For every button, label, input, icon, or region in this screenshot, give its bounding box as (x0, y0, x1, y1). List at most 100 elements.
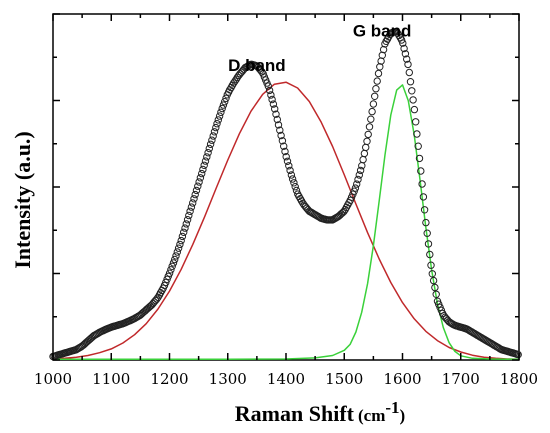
data-point (355, 171, 363, 179)
data-point (277, 131, 285, 140)
data-point (363, 137, 371, 146)
data-point (190, 195, 198, 203)
data-point (153, 295, 161, 303)
x-tick-label: 1100 (92, 370, 130, 388)
data-point (286, 166, 294, 175)
data-point (206, 140, 215, 149)
data-point (285, 162, 293, 170)
data-point (413, 130, 421, 138)
data-point (231, 77, 239, 85)
x-tick-label: 1400 (267, 370, 305, 388)
data-point (429, 276, 438, 285)
x-tick-label: 1000 (34, 370, 72, 388)
data-point (404, 60, 412, 69)
data-point (269, 100, 278, 108)
data-point (408, 87, 416, 95)
data-point (201, 157, 210, 165)
data-point (278, 137, 287, 145)
data-point (372, 85, 380, 93)
data-point (422, 218, 430, 227)
data-point (176, 240, 184, 249)
data-point (290, 179, 298, 187)
data-point (369, 100, 378, 108)
data-point (192, 186, 201, 195)
data-point (418, 180, 426, 188)
data-point (191, 190, 199, 199)
data-point (169, 259, 178, 267)
data-point (218, 104, 226, 113)
data-point (146, 302, 155, 310)
data-point (177, 236, 185, 245)
data-point (280, 142, 288, 150)
data-point (365, 123, 374, 131)
data-point (180, 228, 188, 237)
data-point (230, 79, 238, 87)
data-point (431, 283, 439, 292)
data-point (392, 27, 401, 36)
data-point (281, 147, 289, 156)
data-point (200, 161, 208, 170)
data-point (283, 157, 292, 166)
x-tick-label: 1200 (150, 370, 188, 388)
data-point (420, 206, 429, 214)
data-point (213, 120, 221, 128)
data-point (409, 96, 417, 104)
data-point (354, 175, 362, 184)
data-point (171, 255, 179, 264)
data-point (268, 95, 276, 104)
data-point (403, 55, 411, 63)
data-point (287, 171, 296, 179)
data-point (364, 130, 372, 139)
data-point (400, 44, 408, 53)
data-point (368, 107, 376, 116)
data-point (209, 132, 217, 140)
data-point (174, 244, 183, 252)
data-point (414, 142, 422, 150)
data-point (214, 116, 223, 124)
data-point (267, 91, 275, 99)
data-point (427, 261, 435, 269)
data-point (187, 203, 196, 211)
data-point (410, 105, 419, 114)
data-point (356, 166, 365, 175)
x-tick-label: 1800 (500, 370, 538, 388)
data-point (210, 128, 219, 136)
data-point (360, 149, 369, 158)
data-point (219, 101, 228, 109)
data-point (181, 224, 189, 232)
data-point (428, 270, 436, 278)
data-point (217, 108, 225, 117)
data-point (165, 269, 174, 277)
data-point (274, 121, 283, 129)
data-point (195, 178, 203, 186)
data-point (419, 193, 428, 201)
data-point (271, 105, 279, 113)
data-point (373, 77, 381, 85)
x-tick-label: 1300 (209, 370, 247, 388)
plot-border (52, 13, 520, 361)
data-point (406, 78, 415, 86)
data-point (167, 266, 175, 274)
data-point (362, 143, 370, 152)
data-point (265, 86, 274, 95)
data-point (198, 169, 206, 178)
data-point (276, 126, 284, 134)
plot-frame (52, 13, 520, 361)
data-point (203, 153, 211, 161)
data-point (199, 165, 207, 174)
data-point (351, 184, 360, 192)
data-point (208, 136, 216, 144)
data-point (264, 82, 272, 90)
axis-ticks (52, 13, 520, 361)
data-point (186, 207, 194, 216)
data-point (424, 240, 433, 248)
data-point (405, 68, 413, 77)
data-point (173, 248, 182, 256)
y-axis-label: Intensity (a.u.) (10, 131, 35, 269)
band-label: D band (228, 56, 286, 75)
data-point (291, 183, 299, 191)
data-point (215, 112, 224, 120)
data-point (194, 182, 202, 190)
data-point (337, 210, 345, 218)
